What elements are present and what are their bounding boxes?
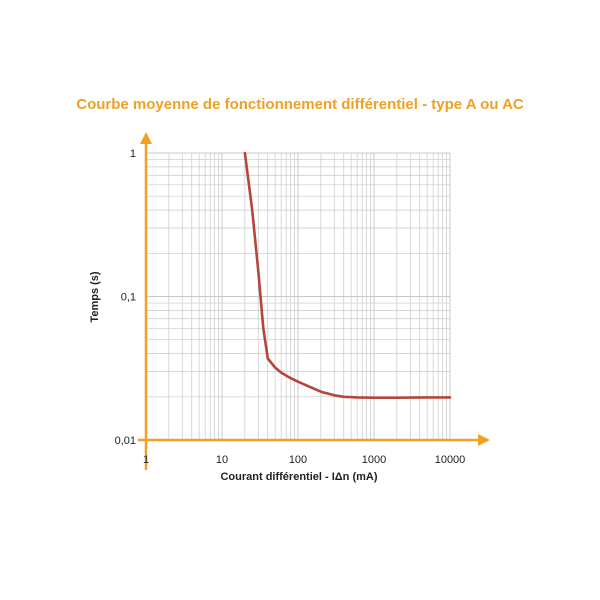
y-tick-label: 0,01 xyxy=(115,435,136,447)
x-tick-label: 10000 xyxy=(435,454,466,466)
x-axis-arrow xyxy=(478,434,490,446)
series-line xyxy=(243,151,452,399)
x-tick-label: 10 xyxy=(216,454,228,466)
x-tick-label: 1 xyxy=(143,454,149,466)
y-tick-label: 1 xyxy=(130,148,136,160)
tick-labels: 1 10 100 1000 10000 0,01 0,1 1 xyxy=(115,148,466,466)
series-layer xyxy=(243,151,452,399)
y-axis-label: Temps (s) xyxy=(89,271,101,322)
y-tick-label: 0,1 xyxy=(121,292,136,304)
chart-title: Courbe moyenne de fonctionnement différe… xyxy=(76,96,524,113)
x-tick-label: 1000 xyxy=(362,454,386,466)
axes xyxy=(138,132,490,470)
x-tick-label: 100 xyxy=(289,454,307,466)
x-axis-label: Courant différentiel - IΔn (mA) xyxy=(220,471,377,483)
y-axis-arrow xyxy=(140,132,152,144)
